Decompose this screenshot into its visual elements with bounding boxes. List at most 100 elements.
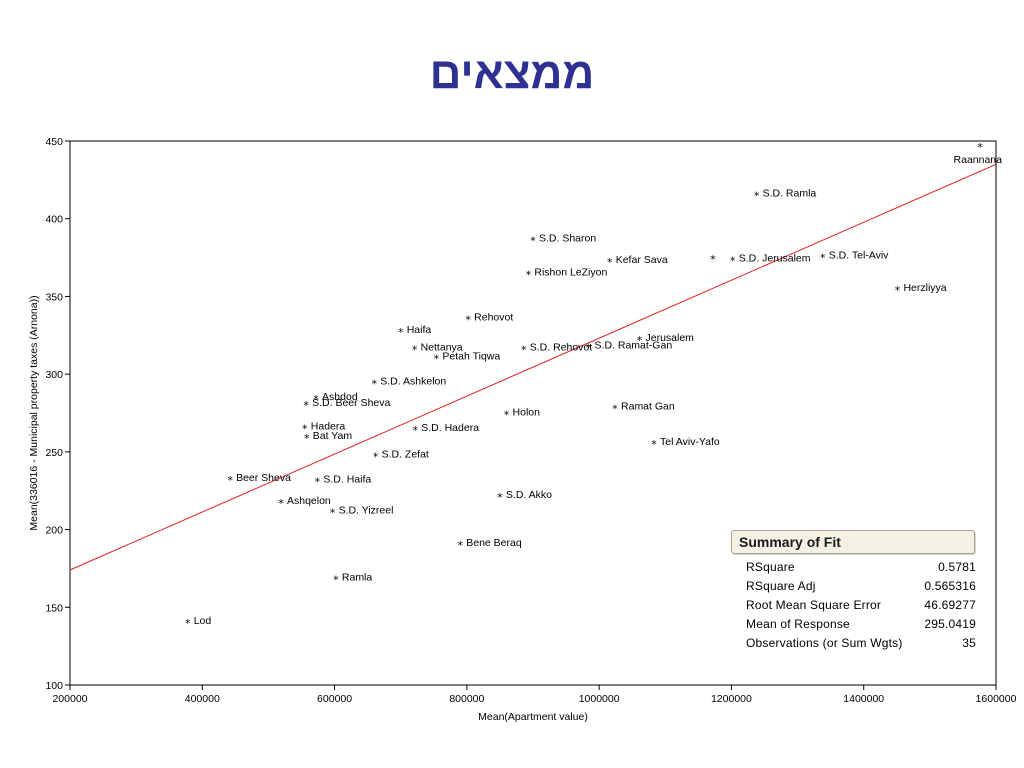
data-point-label: Lod bbox=[194, 615, 212, 627]
y-tick-label: 400 bbox=[45, 214, 63, 226]
y-tick-label: 100 bbox=[45, 680, 63, 692]
data-point-marker: * bbox=[330, 506, 336, 519]
data-point-marker: * bbox=[278, 497, 284, 510]
data-point-label: S.D. Rehovot bbox=[530, 341, 593, 353]
y-tick-label: 350 bbox=[45, 291, 63, 303]
data-point-label: S.D. Yizreel bbox=[339, 504, 394, 516]
y-axis-title: Mean(336016 - Municipal property taxes (… bbox=[28, 295, 40, 530]
data-point-label: S.D. Jerusalem bbox=[739, 253, 811, 265]
axis-ticks: 200000 400000 600000 800000 1000000 1200000 14… bbox=[45, 136, 1016, 705]
data-point-marker: * bbox=[504, 409, 510, 422]
data-point-marker: * bbox=[651, 438, 657, 451]
data-point-label: Kefar Sava bbox=[616, 254, 668, 266]
slide-title: ממצאים bbox=[429, 49, 595, 98]
data-point-marker: * bbox=[413, 424, 419, 437]
fit-value: 0.5781 bbox=[938, 560, 976, 574]
y-tick-label: 200 bbox=[45, 525, 63, 537]
data-point-marker: * bbox=[398, 326, 404, 339]
data-point-marker: * bbox=[303, 399, 309, 412]
data-point-marker: * bbox=[977, 141, 983, 154]
fit-line-group bbox=[69, 163, 997, 571]
fit-value: 35 bbox=[962, 636, 976, 650]
data-point-label: Holon bbox=[513, 407, 541, 419]
data-point-marker: * bbox=[302, 423, 308, 436]
data-point-marker: * bbox=[607, 256, 613, 269]
summary-of-fit-title: Summary of Fit bbox=[739, 534, 841, 550]
x-tick-label: 1400000 bbox=[843, 693, 884, 705]
x-tick-label: 400000 bbox=[185, 693, 220, 705]
data-point-label: Beer Sheva bbox=[236, 472, 291, 484]
fit-row-observations: Observations (or Sum Wgts) 35 bbox=[746, 636, 976, 655]
data-point-label: Ashdod bbox=[322, 391, 358, 403]
data-point-marker: * bbox=[313, 393, 319, 406]
data-point-label: S.D. Zefat bbox=[382, 449, 429, 461]
summary-of-fit-header[interactable]: Summary of Fit bbox=[731, 530, 975, 554]
data-point-marker: * bbox=[497, 491, 503, 504]
fit-value: 0.565316 bbox=[924, 579, 976, 593]
fit-label: Root Mean Square Error bbox=[746, 598, 882, 612]
data-point-label: Tel Aviv-Yafo bbox=[660, 436, 720, 448]
x-tick-label: 1200000 bbox=[711, 693, 752, 705]
data-point-label: Raannana bbox=[954, 154, 1003, 166]
x-axis-title: Mean(Apartment value) bbox=[478, 711, 588, 723]
fit-row-rsquare: RSquare 0.5781 bbox=[746, 560, 976, 579]
data-point-label: S.D. Tel-Aviv bbox=[829, 250, 889, 262]
data-point-marker: * bbox=[710, 253, 716, 266]
fit-label: RSquare Adj bbox=[746, 579, 816, 593]
data-point-marker: * bbox=[526, 269, 532, 282]
data-point-marker: * bbox=[185, 617, 191, 630]
y-tick-label: 450 bbox=[45, 136, 63, 148]
data-point-marker: * bbox=[315, 475, 321, 488]
y-tick-label: 150 bbox=[45, 602, 63, 614]
data-point-marker: * bbox=[465, 314, 471, 327]
data-point-label: Petah Tiqwa bbox=[442, 351, 500, 363]
x-tick-label: 600000 bbox=[317, 693, 352, 705]
summary-of-fit-table: RSquare 0.5781 RSquare Adj 0.565316 Root… bbox=[746, 560, 976, 655]
plot-frame bbox=[69, 140, 997, 686]
data-point-label: Bat Yam bbox=[313, 430, 353, 442]
data-point-label: S.D. Haifa bbox=[323, 473, 371, 485]
data-point-label: Jerusalem bbox=[645, 332, 694, 344]
data-point-marker: * bbox=[227, 474, 233, 487]
data-point-label: S.D. Hadera bbox=[421, 422, 479, 434]
data-point-label: Ashqelon bbox=[287, 495, 331, 507]
data-point-label: Bene Beraq bbox=[466, 537, 522, 549]
data-point-label: S.D. Ramla bbox=[763, 187, 817, 199]
data-point-label: S.D. Ramat-Gan bbox=[595, 340, 673, 352]
data-point-label: Herzliyya bbox=[903, 282, 946, 294]
data-points: *Raannana* S.D. Ramla* S.D. Sharon* Kefar S… bbox=[185, 141, 1002, 630]
data-point-label: Rishon LeZiyon bbox=[534, 267, 607, 279]
data-point-marker: * bbox=[530, 234, 536, 247]
x-tick-label: 800000 bbox=[449, 693, 484, 705]
fit-line bbox=[69, 163, 997, 571]
data-point-marker: * bbox=[373, 451, 379, 464]
y-tick-label: 300 bbox=[45, 369, 63, 381]
fit-label: Mean of Response bbox=[746, 617, 850, 631]
data-point-label: Ramla bbox=[342, 571, 373, 583]
fit-label: RSquare bbox=[746, 560, 795, 574]
data-point-marker: * bbox=[372, 377, 378, 390]
data-point-marker: * bbox=[820, 252, 826, 265]
data-point-marker: * bbox=[521, 343, 527, 356]
data-point-label: S.D. Sharon bbox=[539, 232, 596, 244]
data-point-marker: * bbox=[457, 539, 463, 552]
data-point-label: Ramat Gan bbox=[621, 400, 675, 412]
data-point-marker: * bbox=[730, 255, 736, 268]
data-point-label: S.D. Ashkelon bbox=[380, 375, 446, 387]
data-point-marker: * bbox=[895, 284, 901, 297]
data-point-marker: * bbox=[637, 334, 643, 347]
data-point-marker: * bbox=[612, 402, 618, 415]
data-point-label: Nettanya bbox=[421, 341, 463, 353]
data-point-label: Hadera bbox=[311, 421, 346, 433]
data-point-marker: * bbox=[434, 353, 440, 366]
fit-row-mean-response: Mean of Response 295.0419 bbox=[746, 617, 976, 636]
x-tick-label: 200000 bbox=[52, 693, 87, 705]
data-point-label: Haifa bbox=[407, 324, 432, 336]
fit-value: 46.69277 bbox=[924, 598, 976, 612]
plot-border bbox=[69, 140, 997, 686]
data-point-marker: * bbox=[586, 342, 592, 355]
data-point-marker: * bbox=[304, 432, 310, 445]
data-point-label: Rehovot bbox=[474, 312, 513, 324]
data-point-marker: * bbox=[754, 189, 760, 202]
